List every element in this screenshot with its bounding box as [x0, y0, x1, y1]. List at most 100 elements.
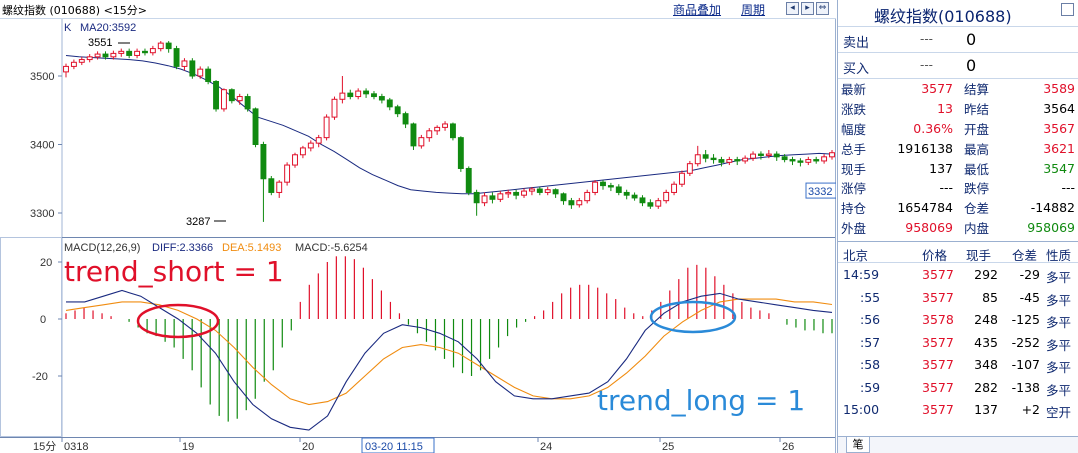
- stats-row: 涨跌 13 昨结 3564: [838, 99, 1078, 119]
- candle-body: [118, 50, 125, 54]
- candle-body: [513, 191, 520, 196]
- candle-body: [742, 157, 749, 162]
- candle-body: [663, 191, 670, 202]
- candle-body: [363, 90, 370, 95]
- stat-label: 涨停: [841, 181, 867, 197]
- buy-row: 买入 --- 0: [838, 53, 1078, 79]
- diff-label: DIFF:2.3366: [152, 242, 213, 254]
- tick-time: :55: [860, 289, 881, 305]
- candle-body: [402, 113, 409, 125]
- tick-row[interactable]: :57 3577 435 -252 多平: [838, 332, 1078, 355]
- candle-body: [505, 191, 512, 195]
- stat-label: 现手: [841, 161, 867, 177]
- macd-label: MACD(12,26,9): [64, 242, 140, 254]
- kline-y-label: 3300: [30, 208, 54, 220]
- trend-short-annotation: trend_short = 1: [64, 255, 284, 288]
- candle-body: [686, 163, 693, 174]
- quote-panel: 螺纹指数(010688) 卖出 --- 0 买入 --- 0 最新 3577 结算 3…: [837, 0, 1078, 453]
- tick-time: :56: [860, 312, 881, 327]
- ticks-list[interactable]: 14:59 3577 292 -29 多平:55 3577 85 -45 多平:56 3578 24…: [838, 264, 1078, 422]
- tick-diff: -107: [1011, 357, 1040, 372]
- chart-area[interactable]: 3500 3400 3300 K MA20:3592 3551 3287 3332 20 0 -20…: [0, 19, 836, 453]
- candle-body: [299, 147, 306, 156]
- stats-row: 现手 137 最低 3547: [838, 158, 1078, 178]
- kline-panel: [63, 41, 835, 222]
- stat-value: 3589: [1043, 81, 1075, 97]
- candle-body: [205, 68, 212, 82]
- stat-value: 13: [937, 101, 953, 117]
- tick-vol: 137: [974, 402, 998, 417]
- tick-diff: -45: [1019, 289, 1040, 305]
- tick-row[interactable]: :58 3577 348 -107 多平: [838, 354, 1078, 377]
- tab-trades[interactable]: 笔: [846, 437, 870, 453]
- candle-body: [536, 188, 543, 193]
- candle-body: [434, 126, 441, 132]
- candle-body: [757, 153, 764, 156]
- stat-value: 958069: [905, 219, 953, 235]
- stat-value: 1654784: [897, 200, 953, 216]
- candle-body: [292, 154, 298, 166]
- current-price-label: 3332: [808, 186, 832, 198]
- candle-body: [726, 159, 733, 163]
- current-price-tag: [805, 182, 836, 199]
- stat-value: 3577: [921, 81, 953, 97]
- tick-nature: 空开: [1046, 405, 1072, 420]
- panel-toggle-icon[interactable]: [1061, 3, 1074, 16]
- next-icon[interactable]: ▸: [801, 2, 814, 15]
- ticks-col-vol: 现手: [966, 248, 992, 263]
- candle-body: [315, 137, 322, 144]
- candle-body: [679, 172, 685, 185]
- candle-body: [805, 159, 812, 163]
- stat-label: 外盘: [841, 220, 867, 236]
- macd-axis-box: [0, 237, 62, 437]
- ticks-col-nature: 性质: [1046, 248, 1072, 263]
- candle-body: [465, 167, 472, 193]
- tick-price: 3577: [922, 357, 954, 372]
- candle-body: [110, 52, 117, 58]
- tick-diff: -125: [1011, 312, 1040, 327]
- overlay-button[interactable]: 商品叠加: [673, 3, 722, 17]
- stat-value: 0.36%: [913, 120, 953, 136]
- candle-body: [418, 137, 425, 147]
- tick-vol: 292: [974, 267, 998, 282]
- candle-body: [560, 193, 567, 202]
- candle-body: [228, 89, 235, 102]
- candle-body: [244, 96, 251, 110]
- candle-body: [750, 153, 756, 159]
- tick-row[interactable]: :55 3577 85 -45 多平: [838, 287, 1078, 310]
- candle-body: [450, 123, 456, 139]
- stat-label: 跌停: [964, 181, 990, 197]
- candle-body: [576, 200, 583, 206]
- period-button[interactable]: 周期: [741, 3, 766, 17]
- tick-time: 14:59: [843, 267, 880, 282]
- macd-value-label: MACD:-5.6254: [295, 242, 368, 254]
- candle-body: [615, 186, 622, 193]
- tick-time: 15:00: [843, 402, 880, 417]
- candle-body: [821, 156, 828, 162]
- stats-row: 涨停 --- 跌停 ---: [838, 178, 1078, 198]
- tick-time: :57: [860, 334, 881, 350]
- kline-y-label: 3400: [30, 140, 54, 152]
- candle-body: [497, 193, 504, 200]
- tick-nature: 多平: [1046, 360, 1072, 375]
- candle-body: [473, 191, 480, 204]
- expand-icon[interactable]: ⇔: [816, 2, 829, 15]
- x-axis-label: 24: [540, 441, 552, 453]
- candle-body: [157, 42, 164, 50]
- candle-body: [189, 60, 196, 77]
- tick-row[interactable]: :59 3577 282 -138 多平: [838, 377, 1078, 400]
- tick-price: 3577: [922, 289, 954, 305]
- tick-row[interactable]: 14:59 3577 292 -29 多平: [838, 264, 1078, 287]
- stat-value: ---: [1061, 180, 1075, 196]
- tick-row[interactable]: :56 3578 248 -125 多平: [838, 309, 1078, 332]
- candle-body: [521, 190, 527, 196]
- period-label: 15分: [33, 440, 56, 453]
- candle-body: [94, 53, 101, 58]
- ticks-col-time: 北京: [843, 248, 869, 263]
- prev-icon[interactable]: ◂: [786, 2, 799, 15]
- candle-body: [102, 53, 109, 58]
- tick-diff: -138: [1011, 379, 1040, 395]
- tick-row[interactable]: 15:00 3577 137 +2 空开: [838, 399, 1078, 422]
- candle-body: [142, 50, 148, 54]
- tick-diff: -252: [1011, 334, 1040, 350]
